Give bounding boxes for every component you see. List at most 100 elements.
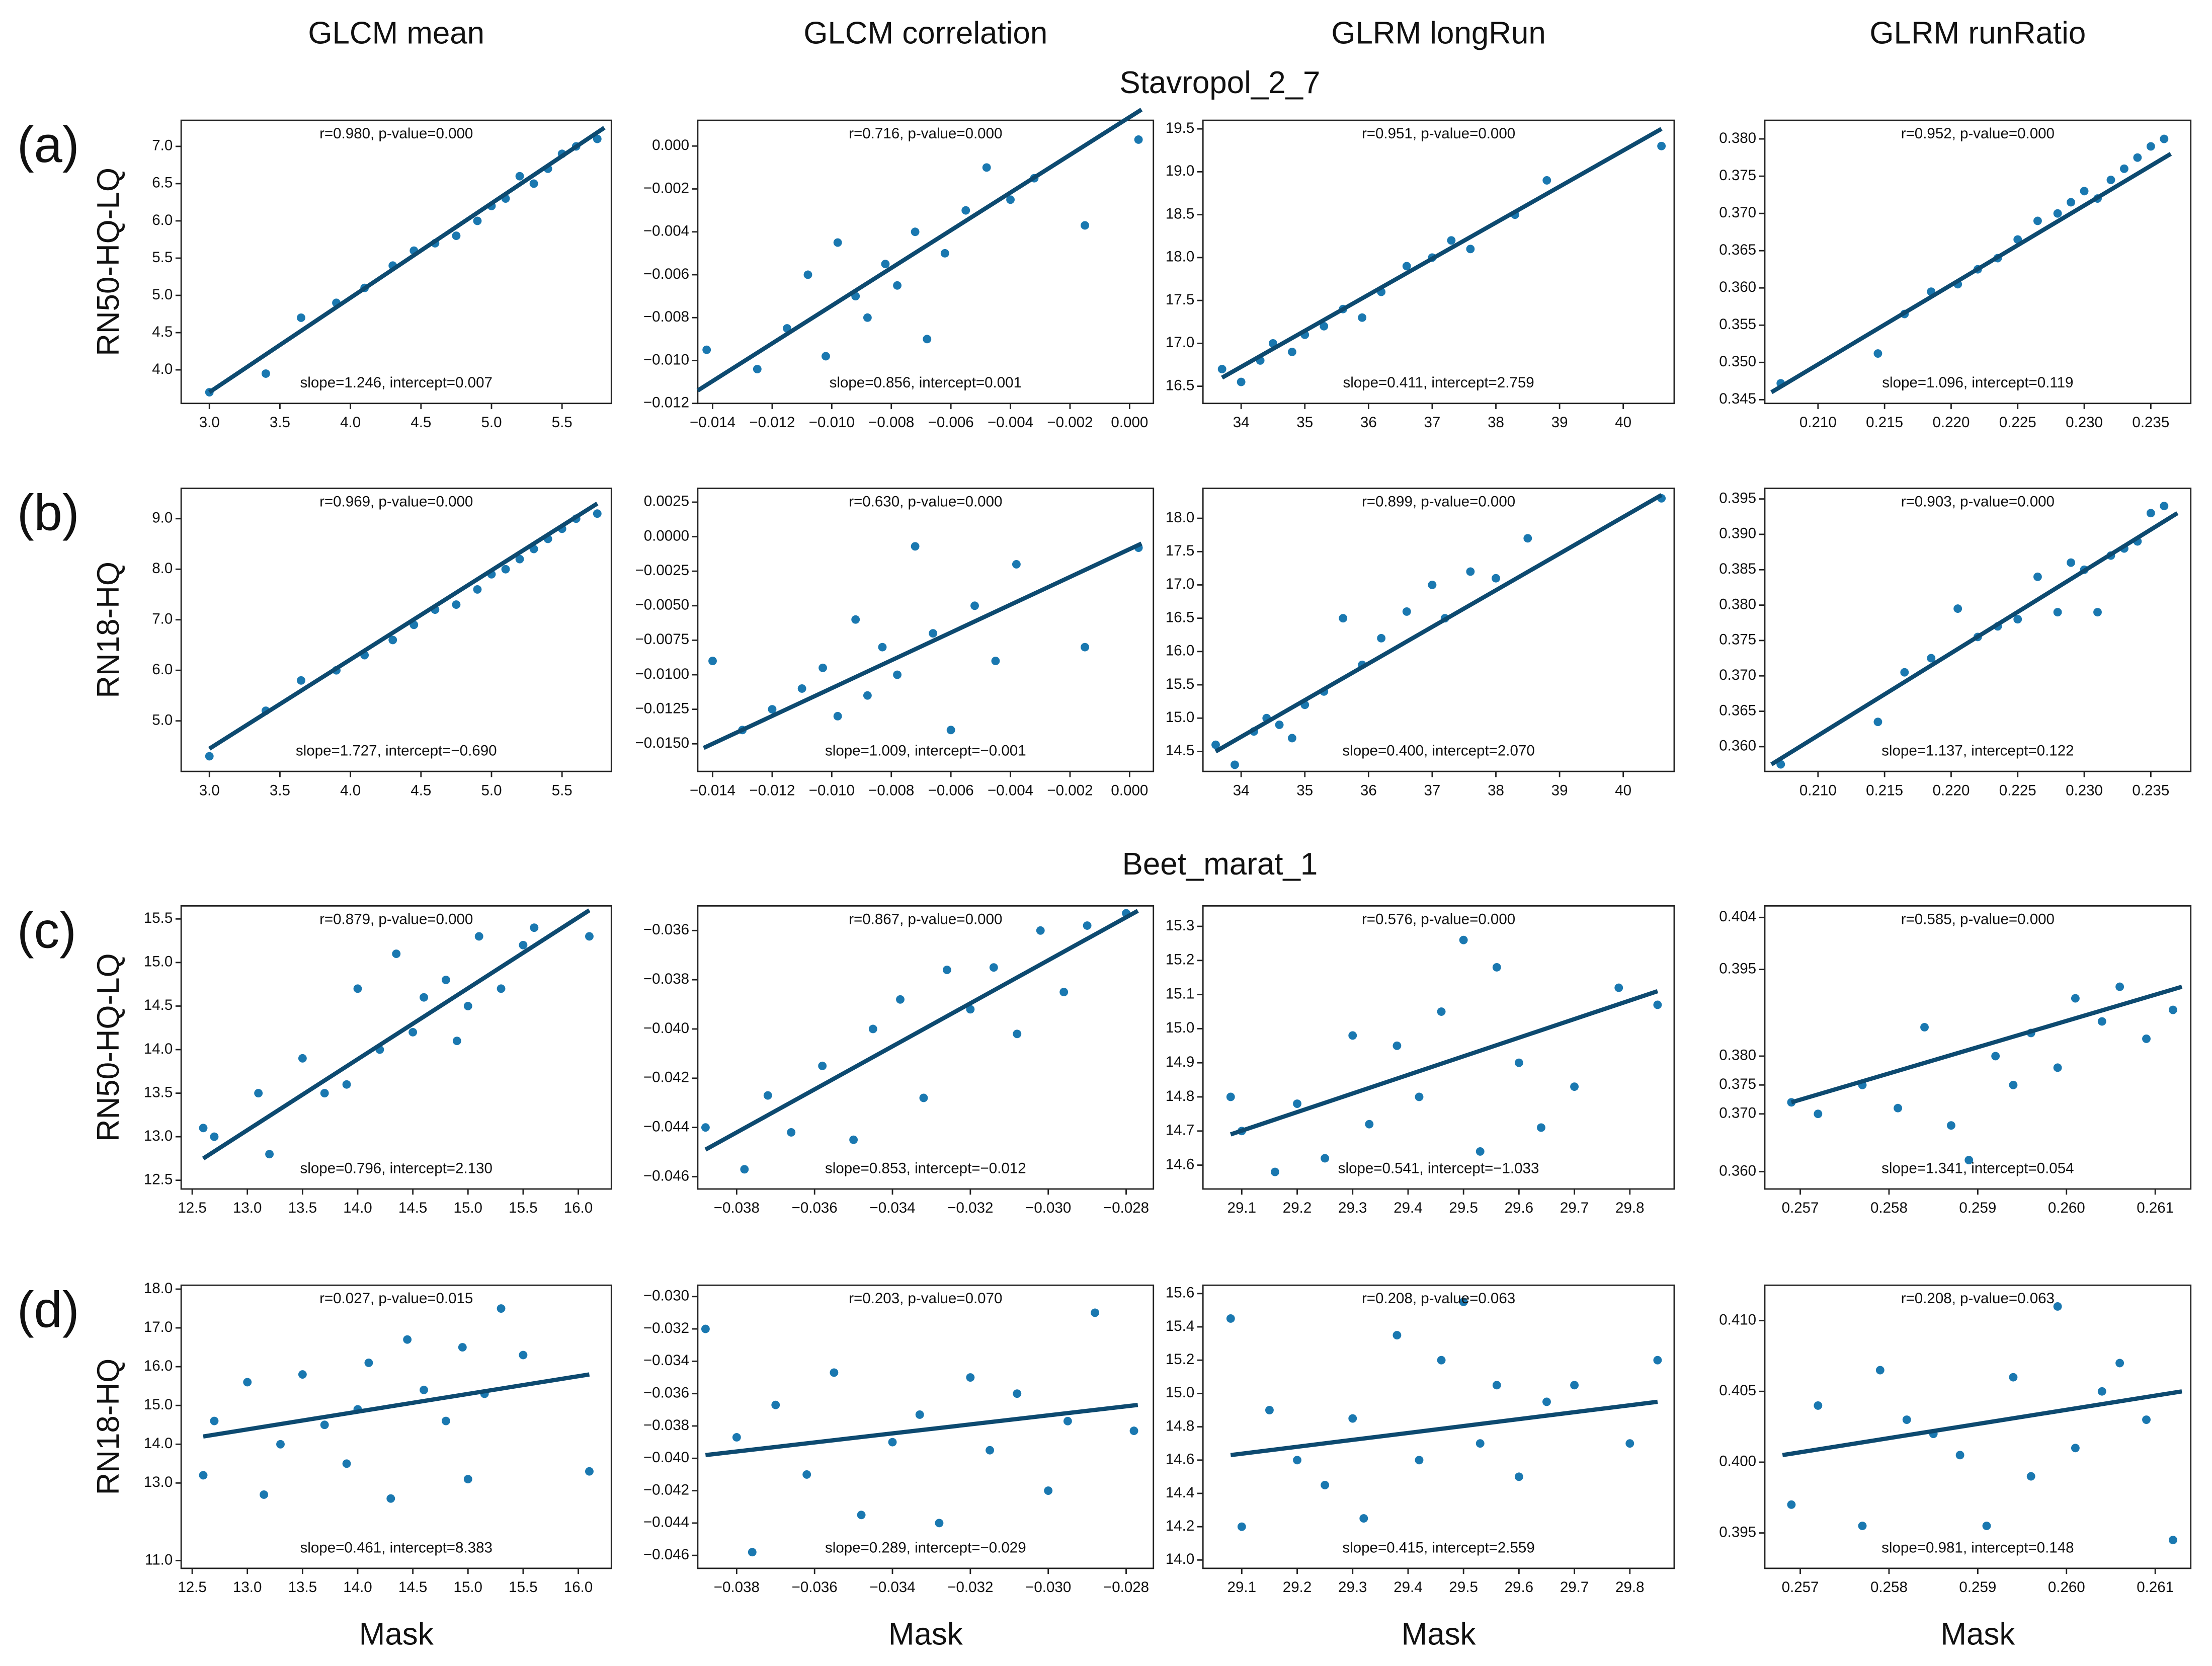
y-tick-label: −0.008 [643, 308, 689, 325]
point [878, 643, 887, 652]
fit-line [1790, 985, 2183, 1104]
x-tick-label: −0.028 [1103, 1200, 1149, 1216]
y-tick-label: 14.0 [1166, 1551, 1194, 1567]
y-tick-label: 17.0 [1166, 576, 1194, 592]
y-tick-label: 14.5 [1166, 742, 1194, 759]
point [1226, 1314, 1235, 1323]
y-tick-label: −0.030 [643, 1288, 689, 1304]
row-label: RN50-HQ-LQ [91, 953, 126, 1142]
point [441, 1416, 450, 1425]
point [989, 963, 998, 972]
point [474, 932, 483, 941]
y-tick-label: 15.4 [1166, 1318, 1194, 1334]
annotation-top: r=0.716, p-value=0.000 [849, 125, 1002, 142]
plot-frame [180, 1284, 612, 1569]
annotation-bottom: slope=0.981, intercept=0.148 [1881, 1539, 2074, 1556]
y-tick-label: −0.038 [643, 1417, 689, 1434]
point [1081, 643, 1090, 652]
x-tick-label: −0.014 [690, 414, 735, 431]
point [2013, 615, 2022, 624]
point [1377, 633, 1386, 643]
point [420, 1385, 428, 1394]
point [1542, 1397, 1551, 1406]
point [942, 966, 951, 975]
point [708, 657, 717, 666]
annotation-bottom: slope=0.415, intercept=2.559 [1342, 1539, 1534, 1556]
y-tick-label: 14.6 [1166, 1451, 1194, 1468]
x-tick-label: −0.032 [947, 1200, 993, 1216]
x-tick-label: 3.0 [199, 414, 220, 431]
annotation-bottom: slope=1.137, intercept=0.122 [1881, 743, 2074, 759]
x-tick-label: −0.002 [1047, 782, 1093, 799]
row-letter: (c) [17, 902, 76, 959]
x-tick-label: 0.259 [1959, 1579, 1996, 1596]
y-tick-label: 15.2 [1166, 1351, 1194, 1368]
y-tick-label: 15.0 [144, 1396, 173, 1413]
y-tick-label: 4.5 [152, 324, 173, 340]
x-tick-label: 0.215 [1866, 414, 1903, 431]
y-tick-label: −0.0050 [635, 597, 690, 613]
point [2080, 187, 2089, 196]
plot-frame [697, 119, 1155, 405]
annotation-top: r=0.576, p-value=0.000 [1362, 911, 1515, 927]
y-tick-label: 18.0 [1166, 249, 1194, 265]
point [893, 281, 902, 290]
annotation-top: r=0.952, p-value=0.000 [1901, 125, 2055, 142]
x-tick-label: 0.257 [1782, 1200, 1819, 1216]
y-tick-label: −0.0025 [635, 562, 690, 579]
point [473, 216, 482, 225]
y-tick-label: 14.5 [144, 997, 173, 1013]
point [946, 726, 955, 735]
point [702, 345, 711, 354]
x-tick-label: 0.210 [1799, 414, 1837, 431]
x-tick-label: 0.261 [2137, 1579, 2174, 1596]
y-tick-label: 0.395 [1719, 1524, 1756, 1540]
point [1653, 1356, 1662, 1365]
point [243, 1378, 252, 1387]
y-tick-label: 14.0 [144, 1041, 173, 1057]
point [701, 1123, 710, 1132]
point [2033, 216, 2042, 225]
point [1287, 347, 1296, 356]
x-tick-label: 12.5 [178, 1579, 206, 1596]
x-tick-label: −0.010 [809, 414, 855, 431]
y-tick-label: 0.405 [1719, 1382, 1756, 1399]
point [1217, 365, 1226, 373]
x-tick-label: −0.036 [792, 1200, 838, 1216]
annotation-top: r=0.969, p-value=0.000 [319, 493, 473, 510]
x-tick-label: −0.012 [749, 782, 795, 799]
y-tick-label: −0.040 [643, 1449, 689, 1466]
annotation-top: r=0.899, p-value=0.000 [1362, 493, 1515, 510]
annotation-bottom: slope=0.461, intercept=8.383 [300, 1539, 493, 1556]
point [2146, 142, 2155, 151]
y-tick-label: 9.0 [152, 510, 173, 526]
point [2053, 209, 2062, 218]
x-tick-label: 29.7 [1560, 1579, 1589, 1596]
point [961, 206, 970, 215]
point [420, 993, 428, 1002]
annotation-bottom: slope=0.853, intercept=−0.012 [825, 1160, 1026, 1176]
x-tick-label: 36 [1360, 414, 1377, 431]
point [1059, 988, 1069, 997]
x-tick-label: 29.3 [1338, 1200, 1367, 1216]
x-tick-label: 4.0 [340, 782, 361, 799]
point [585, 932, 594, 941]
y-tick-label: 14.2 [1166, 1518, 1194, 1534]
point [740, 1165, 749, 1174]
x-tick-label: 0.225 [1999, 782, 2036, 799]
point [1964, 1156, 1974, 1165]
point [441, 976, 450, 984]
fit-line [203, 1372, 590, 1439]
x-tick-label: 4.5 [411, 414, 431, 431]
point [1466, 245, 1475, 254]
y-tick-label: 5.0 [152, 286, 173, 303]
point [1476, 1439, 1485, 1448]
y-tick-label: 0.375 [1719, 1076, 1756, 1092]
point [1271, 1167, 1279, 1176]
point [260, 1490, 269, 1499]
point [2169, 1005, 2177, 1014]
y-tick-label: −0.034 [643, 1352, 689, 1369]
x-tick-label: −0.010 [809, 782, 855, 799]
